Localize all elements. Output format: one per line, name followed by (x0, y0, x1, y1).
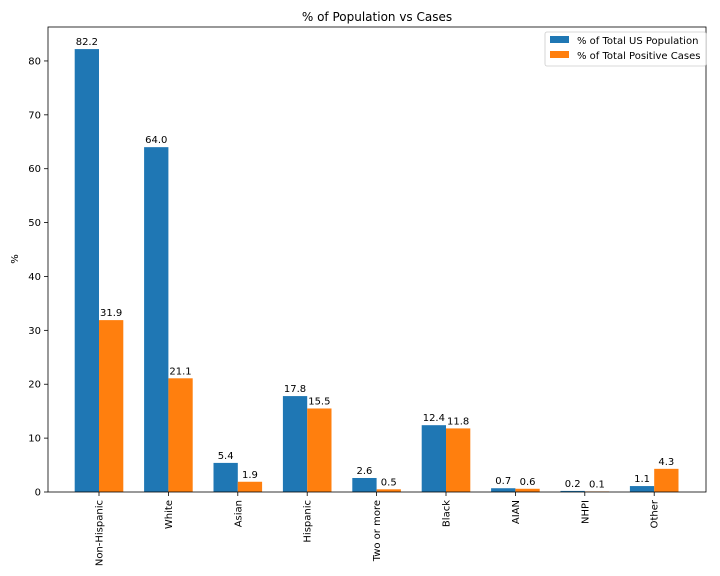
bar-value-label-hispanic-cases: 15.5 (308, 396, 330, 407)
y-tick-label-40: 40 (28, 272, 41, 283)
x-tick-label-non-hispanic: Non-Hispanic (95, 500, 106, 566)
x-tick-label-asian: Asian (233, 500, 244, 527)
legend-label-population: % of Total US Population (577, 36, 698, 47)
bar-black-cases (446, 428, 471, 492)
legend: % of Total US Population % of Total Posi… (544, 31, 707, 67)
bar-two-or-more-cases (376, 489, 401, 492)
y-tick-label-50: 50 (28, 218, 41, 229)
bar-value-label-black-cases: 11.8 (447, 416, 469, 427)
bar-non-hispanic-population (74, 49, 99, 493)
bar-other-population (629, 486, 655, 492)
bar-value-label-black-population: 12.4 (423, 413, 445, 424)
legend-box (544, 31, 707, 67)
y-tick-label-20: 20 (28, 380, 41, 391)
bar-value-label-non-hispanic-cases: 31.9 (100, 308, 122, 319)
x-tick-label-black: Black (442, 500, 453, 527)
y-tick-label-30: 30 (28, 326, 41, 337)
x-tick-label-white: White (164, 500, 175, 529)
bar-value-label-nhpi-population: 0.2 (565, 479, 581, 490)
bar-white-population (144, 147, 169, 492)
bar-value-label-nhpi-cases: 0.1 (589, 479, 605, 490)
bar-labels-group: 82.2 31.9 64.0 21.1 5.4 1.9 17.815.5 2.6 0.5 12.4… (76, 37, 675, 490)
x-tick-label-hispanic: Hispanic (303, 500, 314, 543)
x-tick-label-nhpi: NHPI (580, 500, 591, 524)
bar-value-label-two-or-more-population: 2.6 (356, 466, 372, 477)
bar-value-label-aian-population: 0.7 (495, 476, 511, 487)
x-tick-label-other: Other (650, 499, 661, 528)
bar-value-label-non-hispanic-population: 82.2 (76, 37, 98, 48)
plot-frame (47, 26, 707, 493)
legend-label-cases: % of Total Positive Cases (577, 51, 700, 62)
bar-value-label-white-cases: 21.1 (169, 366, 191, 377)
bar-value-label-asian-cases: 1.9 (242, 470, 258, 481)
bar-aian-population (491, 488, 516, 492)
bar-hispanic-population (282, 396, 308, 492)
y-tick-label-0: 0 (35, 488, 41, 499)
bar-hispanic-cases (307, 408, 332, 492)
legend-swatch-population (550, 36, 569, 43)
bar-asian-population (213, 462, 238, 492)
y-tick-label-10: 10 (28, 434, 41, 445)
bar-aian-cases (515, 488, 540, 492)
x-tick-label-aian: AIAN (511, 500, 522, 524)
legend-swatch-cases (550, 51, 569, 58)
bar-white-cases (168, 378, 193, 492)
chart-title: % of Population vs Cases (302, 10, 452, 24)
x-axis-ticks: Non-Hispanic White Asian Hispanic Two or mor… (95, 492, 661, 566)
y-axis-ticks: 0 10 20 30 40 50 60 70 80 (28, 56, 48, 499)
bar-value-label-white-population: 64.0 (145, 135, 167, 146)
y-axis-label: % (10, 254, 21, 264)
y-tick-label-70: 70 (28, 110, 41, 121)
bar-two-or-more-population (352, 477, 377, 492)
bar-value-label-other-population: 1.1 (634, 474, 650, 485)
bar-value-label-other-cases: 4.3 (658, 457, 674, 468)
bar-value-label-hispanic-population: 17.8 (284, 384, 306, 395)
bar-value-label-two-or-more-cases: 0.5 (381, 477, 397, 488)
x-tick-label-two-or-more: Two or more (372, 500, 383, 562)
bar-nhpi-population (560, 490, 585, 492)
bar-black-population (421, 425, 446, 492)
bars-group (74, 49, 679, 493)
bar-value-label-asian-population: 5.4 (218, 451, 234, 462)
bar-value-label-aian-cases: 0.6 (520, 477, 536, 488)
y-tick-label-60: 60 (28, 164, 41, 175)
y-tick-label-80: 80 (28, 56, 41, 67)
bar-non-hispanic-cases (99, 320, 124, 492)
bar-other-cases (654, 468, 679, 492)
bar-asian-cases (237, 481, 263, 492)
